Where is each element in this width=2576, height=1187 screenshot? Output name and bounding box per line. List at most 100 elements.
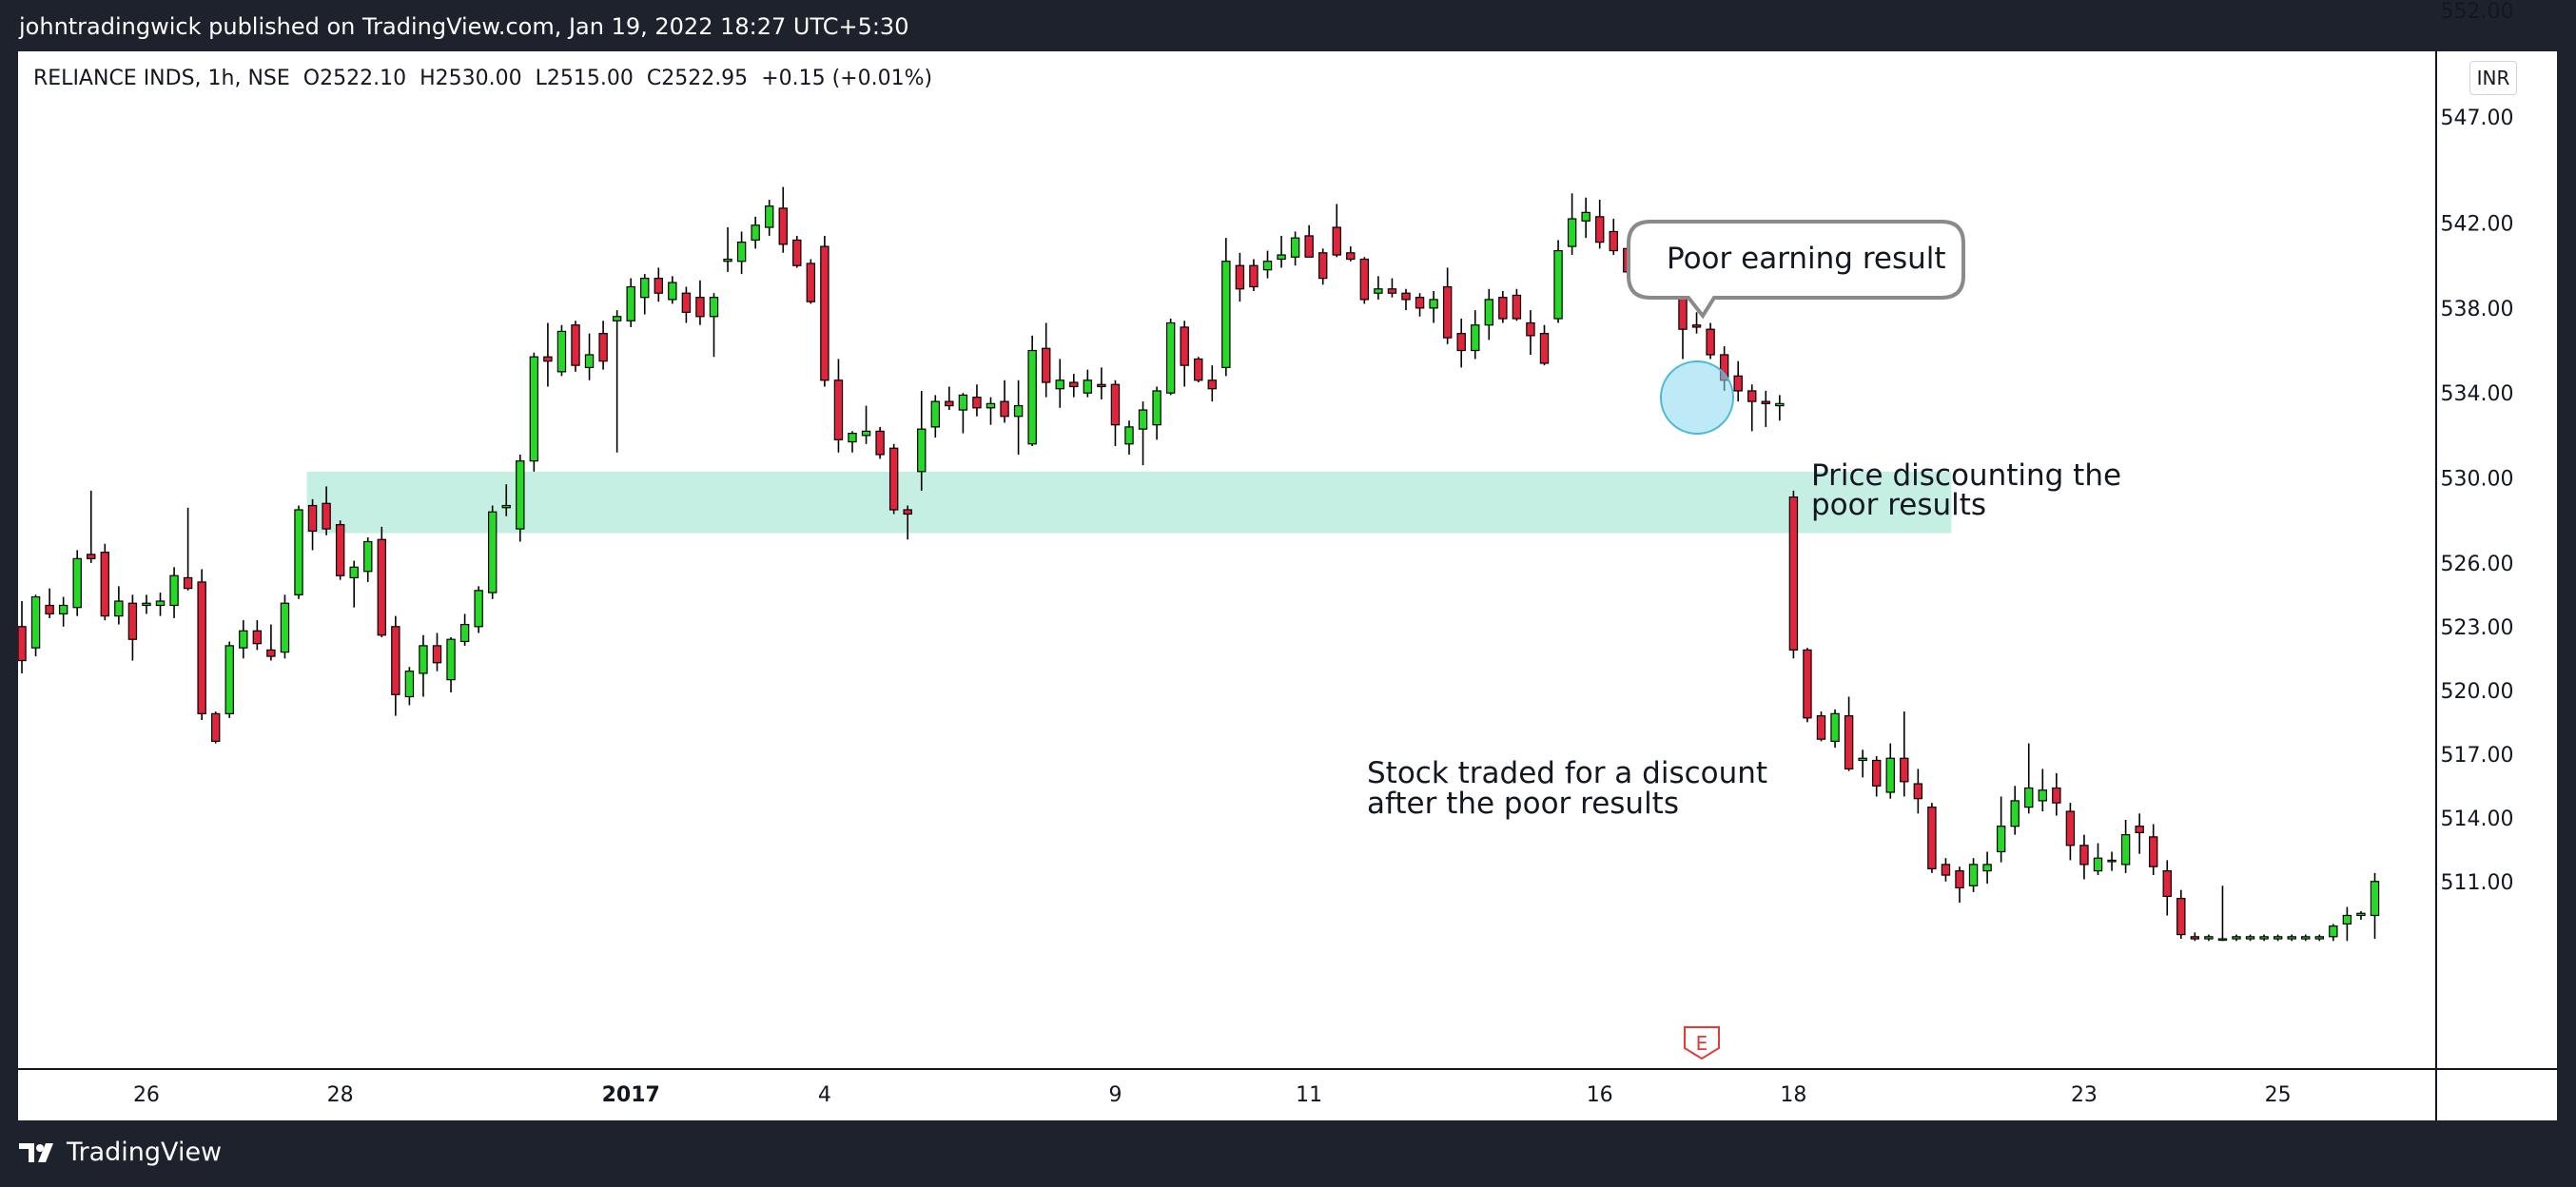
chart-frame[interactable]	[18, 51, 2557, 1120]
candle	[474, 586, 483, 633]
callout-bubble: Poor earning result	[1627, 220, 1965, 320]
candle-body	[127, 602, 138, 640]
candle	[1055, 359, 1064, 408]
candle	[432, 632, 442, 671]
candle-body	[695, 297, 705, 318]
candle	[1152, 386, 1161, 440]
candle-body	[820, 245, 829, 381]
candle-body	[1871, 759, 1882, 787]
candle-body	[1747, 390, 1757, 402]
candle	[681, 286, 692, 323]
candle-body	[87, 554, 96, 559]
candle-body	[668, 282, 677, 301]
candle	[1013, 379, 1024, 455]
candle	[1512, 288, 1522, 321]
legend-close: C2522.95	[646, 67, 749, 90]
candle	[1941, 858, 1951, 882]
time-tick-label: 16	[1587, 1083, 1613, 1107]
candle	[446, 636, 456, 693]
currency-button[interactable]: INR	[2469, 61, 2517, 95]
candle	[1083, 369, 1093, 398]
earnings-e-icon[interactable]: E	[1684, 1026, 1720, 1061]
candle	[1830, 709, 1840, 749]
candle	[349, 560, 359, 608]
candle	[736, 231, 747, 275]
candle-body	[1387, 288, 1397, 294]
candle	[1041, 322, 1051, 398]
candle-body	[1456, 333, 1466, 352]
candle	[1235, 252, 1245, 302]
candle	[1442, 267, 1453, 344]
candle-body	[2329, 925, 2338, 938]
candle	[806, 259, 816, 304]
price-tick-label: 538.00	[2441, 298, 2514, 321]
annotation-traded-line1: Stock traded for a discount	[1367, 756, 1767, 790]
candle	[45, 588, 54, 618]
candle-body	[1152, 390, 1161, 426]
candle-body	[764, 205, 774, 228]
candle-body	[349, 566, 359, 579]
candle	[1401, 288, 1411, 311]
candle-body	[501, 504, 511, 509]
candle-body	[2259, 936, 2269, 940]
candle	[2176, 889, 2186, 940]
candle-body	[1180, 326, 1189, 366]
candle-body	[1429, 299, 1438, 309]
candle	[1304, 224, 1314, 258]
brand[interactable]: TradingView	[19, 1138, 222, 1167]
candle-body	[2135, 826, 2144, 834]
candle-body	[294, 509, 303, 595]
candle	[1955, 866, 1964, 904]
candle	[2038, 769, 2047, 812]
candle	[1194, 357, 1203, 383]
candle	[266, 624, 276, 661]
candle	[529, 352, 539, 472]
candle	[1803, 648, 1812, 723]
candle	[1415, 293, 1425, 317]
candle	[1609, 219, 1618, 256]
tradingview-logo-icon	[19, 1142, 57, 1163]
candle	[612, 310, 622, 453]
candle-body	[1041, 347, 1051, 383]
candle	[2010, 786, 2020, 835]
candle-body	[584, 354, 595, 368]
candle-body	[1055, 379, 1064, 390]
candle-body	[2232, 936, 2241, 940]
candle	[1581, 197, 1590, 239]
candle-body	[432, 645, 442, 664]
candle	[1207, 365, 1217, 402]
candle-body	[903, 509, 912, 516]
time-tick-label: 25	[2265, 1083, 2292, 1107]
candlestick-chart[interactable]: 552.00 547.00 542.00 538.00 534.00 530.00 526.…	[0, 0, 2576, 1120]
candle	[1346, 246, 1356, 262]
candle-body	[612, 316, 622, 321]
candle-body	[654, 277, 664, 294]
candle	[778, 186, 788, 253]
candle	[640, 274, 650, 315]
candle-body	[487, 511, 498, 594]
candle	[404, 667, 415, 706]
candle	[1180, 321, 1189, 387]
candle-body	[2162, 870, 2172, 898]
candle	[155, 593, 166, 616]
candle-body	[377, 538, 387, 636]
candle-body	[30, 595, 41, 649]
candle-body	[1359, 258, 1370, 301]
candle	[114, 586, 124, 625]
candle	[861, 405, 871, 444]
candle-body	[1138, 409, 1148, 430]
price-tick-label: 534.00	[2441, 382, 2514, 406]
candle	[2356, 911, 2366, 920]
candle-body	[736, 242, 747, 263]
candle	[1456, 319, 1466, 368]
candle	[2314, 934, 2324, 942]
candle-body	[45, 604, 54, 615]
candle-body	[2010, 800, 2020, 827]
candle-body	[142, 602, 151, 607]
candle	[501, 484, 511, 516]
candle-body	[155, 600, 166, 607]
candle-body	[1982, 864, 1992, 872]
price-tick-label: 547.00	[2441, 107, 2514, 130]
candle-body	[1512, 294, 1522, 320]
candle	[1871, 756, 1882, 797]
